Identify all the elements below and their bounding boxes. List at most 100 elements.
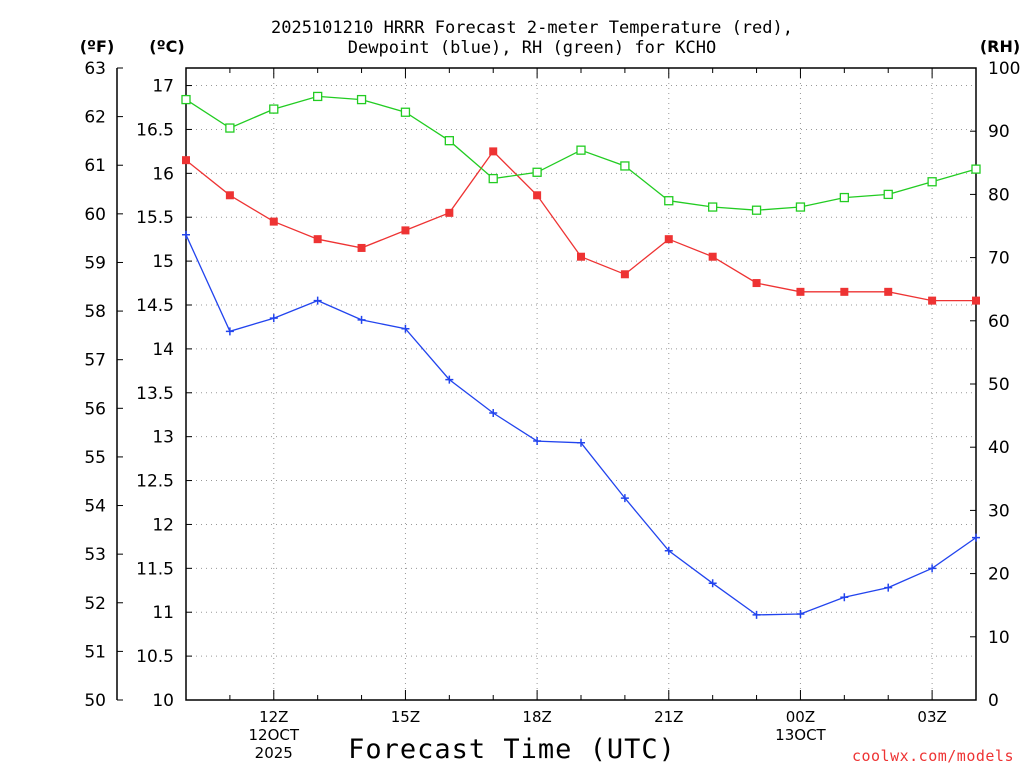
- celsius-tick-label: 15: [152, 252, 174, 272]
- rh-point: [664, 196, 674, 206]
- rh-point: [400, 107, 411, 117]
- celsius-tick-label: 10: [152, 691, 174, 711]
- dewpoint-point: [796, 609, 805, 618]
- fahrenheit-tick-label: 57: [84, 351, 106, 371]
- fahrenheit-tick-label: 55: [84, 448, 106, 468]
- rh-point: [620, 161, 630, 171]
- fahrenheit-tick-label: 58: [84, 302, 106, 322]
- temperature-point: [928, 296, 937, 305]
- temperature-point: [269, 217, 278, 226]
- dewpoint-point: [489, 408, 498, 417]
- fahrenheit-tick-label: 51: [84, 642, 106, 662]
- x-tick-label: 12OCT: [249, 726, 300, 744]
- temperature-point: [533, 191, 542, 200]
- dewpoint-point: [752, 610, 761, 619]
- temperature-point: [577, 252, 585, 261]
- celsius-tick-label: 16.5: [136, 120, 174, 140]
- rh-point: [225, 123, 235, 133]
- dewpoint-point: [445, 375, 454, 384]
- x-tick-label: 15Z: [391, 708, 420, 726]
- rh-point: [708, 202, 718, 212]
- fahrenheit-tick-label: 50: [84, 691, 106, 711]
- fahrenheit-tick-label: 56: [84, 399, 106, 419]
- temperature-point: [445, 208, 454, 217]
- temperature-point: [708, 252, 717, 261]
- temperature-point: [620, 270, 629, 279]
- rh-point: [181, 94, 191, 105]
- celsius-tick-label: 11.5: [136, 559, 174, 579]
- units-celsius-label: (ºC): [149, 37, 184, 56]
- temperature-point: [664, 235, 673, 244]
- dewpoint-point: [225, 327, 234, 336]
- temperature-point: [840, 287, 849, 296]
- rh-tick-label: 50: [988, 375, 1010, 395]
- x-tick-label: 18Z: [522, 708, 551, 726]
- temperature-point: [357, 243, 366, 252]
- fahrenheit-tick-label: 60: [84, 205, 106, 225]
- rh-point: [313, 91, 323, 102]
- rh-tick-label: 100: [988, 59, 1020, 79]
- series-layer: [181, 91, 981, 619]
- temperature-point: [313, 235, 322, 244]
- rh-point: [488, 173, 498, 184]
- rh-point: [751, 205, 762, 215]
- celsius-tick-label: 13: [152, 428, 174, 448]
- celsius-tick-label: 14.5: [136, 296, 174, 316]
- dewpoint-point: [182, 230, 190, 239]
- dewpoint-point: [708, 579, 717, 588]
- rh-point: [927, 177, 937, 187]
- plot-frame: [185, 67, 977, 701]
- celsius-tick-label: 16: [152, 164, 174, 184]
- x-axis-title: Forecast Time (UTC): [348, 734, 676, 765]
- rh-point: [532, 167, 542, 177]
- dewpoint-point: [840, 593, 849, 602]
- x-tick-label: 03Z: [917, 708, 946, 726]
- rh-point: [971, 164, 981, 174]
- temperature-point: [182, 156, 190, 165]
- celsius-tick-label: 14: [152, 340, 174, 360]
- dewpoint-point: [884, 583, 893, 592]
- celsius-tick-label: 11: [152, 603, 174, 623]
- rh-point: [269, 104, 279, 114]
- x-tick-label: 13OCT: [775, 726, 826, 744]
- rh-tick-label: 70: [988, 249, 1010, 269]
- temperature-point: [796, 287, 805, 296]
- rh-tick-label: 30: [988, 501, 1010, 521]
- dewpoint-point: [401, 324, 410, 333]
- dewpoint-point: [577, 438, 585, 447]
- units-fahrenheit-label: (ºF): [80, 37, 115, 56]
- grid-lines: [186, 68, 976, 700]
- rh-point: [839, 192, 849, 203]
- celsius-tick-label: 17: [152, 77, 174, 97]
- temperature-point: [972, 296, 980, 305]
- dewpoint-point: [269, 314, 278, 323]
- axes: 10 10.5 11 11.5 12 12.5 13 13.5 14 14.5 15 15.5 16 16…: [84, 59, 1020, 762]
- dewpoint-point: [664, 546, 673, 555]
- rh-point: [795, 202, 806, 212]
- dewpoint-point: [313, 296, 322, 305]
- rh-point: [444, 136, 454, 146]
- temperature-point: [401, 226, 410, 235]
- celsius-tick-label: 13.5: [136, 384, 174, 404]
- temperature-point: [884, 287, 893, 296]
- temperature-point: [752, 279, 761, 288]
- fahrenheit-tick-label: 52: [84, 594, 106, 614]
- x-tick-label: 2025: [255, 744, 293, 762]
- rh-point: [883, 189, 893, 200]
- celsius-tick-label: 12: [152, 515, 174, 535]
- fahrenheit-tick-label: 53: [84, 545, 106, 565]
- rh-tick-label: 10: [988, 628, 1010, 648]
- chart-title-line-1: 2025101210 HRRR Forecast 2-meter Tempera…: [271, 18, 793, 38]
- rh-tick-label: 60: [988, 312, 1010, 332]
- celsius-tick-label: 15.5: [136, 208, 174, 228]
- rh-point: [576, 145, 586, 155]
- chart-title-line-2: Dewpoint (blue), RH (green) for KCHO: [347, 38, 717, 58]
- rh-point: [356, 94, 367, 105]
- dewpoint-point: [928, 564, 937, 573]
- rh-tick-label: 90: [988, 122, 1010, 142]
- fahrenheit-tick-label: 61: [84, 156, 106, 176]
- rh-tick-label: 0: [988, 691, 999, 711]
- rh-tick-label: 40: [988, 438, 1010, 458]
- dewpoint-point: [972, 533, 980, 542]
